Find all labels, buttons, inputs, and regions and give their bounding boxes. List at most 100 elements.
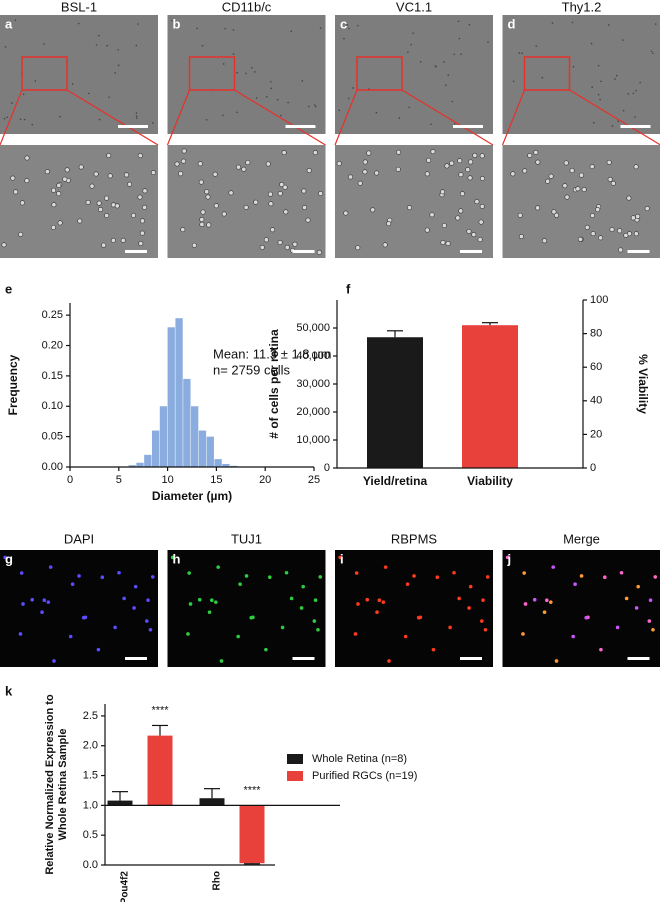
cell xyxy=(370,207,376,213)
cell xyxy=(114,203,120,209)
micrograph xyxy=(502,15,660,134)
cell xyxy=(416,615,421,620)
cell xyxy=(521,52,523,55)
cell xyxy=(64,167,70,173)
cell xyxy=(551,22,554,24)
cell xyxy=(410,43,412,46)
cell xyxy=(281,150,287,156)
legend-label: Purified RGCs (n=19) xyxy=(312,770,417,782)
cell xyxy=(447,74,450,76)
cell xyxy=(284,570,289,575)
cell xyxy=(243,204,249,210)
cell xyxy=(452,570,456,575)
cell xyxy=(551,565,555,569)
cell xyxy=(135,115,138,117)
cell xyxy=(40,610,44,615)
cell xyxy=(634,116,636,118)
cell xyxy=(219,659,224,663)
micrograph xyxy=(0,15,158,134)
cell xyxy=(265,161,271,167)
cell xyxy=(313,104,316,106)
cell xyxy=(633,231,639,237)
cell xyxy=(653,575,658,579)
cell xyxy=(457,20,460,23)
cell xyxy=(651,627,655,632)
x-tick-label: 20 xyxy=(259,474,271,486)
cell xyxy=(627,92,630,95)
cell xyxy=(6,116,8,119)
micrograph xyxy=(167,15,326,134)
cell xyxy=(59,115,61,118)
cell xyxy=(305,217,311,223)
cell xyxy=(213,203,219,209)
x-tick-label: Pou4f2 xyxy=(120,871,131,902)
cell xyxy=(124,172,130,178)
cell xyxy=(444,163,450,169)
cell xyxy=(354,571,359,575)
cell xyxy=(188,602,193,606)
cell xyxy=(654,23,657,25)
cell xyxy=(481,598,485,602)
cell xyxy=(110,237,116,243)
cell xyxy=(412,574,416,578)
cell xyxy=(199,221,205,227)
panel-title: BSL-1 xyxy=(61,0,97,14)
cell xyxy=(545,598,549,603)
cell xyxy=(403,634,408,639)
significance: **** xyxy=(151,704,169,716)
cell xyxy=(137,194,143,200)
cell xyxy=(306,168,312,174)
cell xyxy=(212,171,218,177)
cell xyxy=(48,565,53,569)
cell xyxy=(224,27,226,30)
cell xyxy=(532,597,537,602)
inset-box xyxy=(21,56,68,91)
cell xyxy=(170,555,175,560)
cell xyxy=(77,574,81,578)
cell xyxy=(254,71,256,73)
cell xyxy=(624,596,629,601)
cell xyxy=(200,209,206,215)
cell xyxy=(101,242,107,248)
y-axis-label: Relative Normalized Expression toWhole R… xyxy=(44,694,69,875)
cell xyxy=(1,242,7,248)
cell xyxy=(458,208,464,214)
cell xyxy=(180,227,186,233)
cell xyxy=(236,164,242,170)
panel-letter: j xyxy=(507,551,512,566)
cell xyxy=(214,600,218,604)
cell xyxy=(429,212,435,218)
y-tick-label: 50,000 xyxy=(296,322,330,334)
cell xyxy=(617,228,623,234)
cell xyxy=(510,171,516,177)
scale-bar xyxy=(292,657,315,660)
cell xyxy=(282,184,288,190)
panel-letter: g xyxy=(5,551,13,566)
bar xyxy=(128,465,136,467)
cell xyxy=(548,173,554,179)
cell xyxy=(21,602,25,606)
cell xyxy=(636,584,640,589)
cell xyxy=(478,219,484,225)
cell xyxy=(424,171,430,177)
cell xyxy=(277,191,283,197)
cell xyxy=(457,596,461,601)
cell xyxy=(62,176,68,182)
cell xyxy=(352,87,354,89)
cell xyxy=(577,236,583,242)
cell xyxy=(221,211,227,217)
cell xyxy=(313,598,318,602)
cell xyxy=(135,44,138,47)
cell xyxy=(301,188,307,194)
cell xyxy=(267,575,272,580)
cell xyxy=(152,122,154,124)
cell xyxy=(375,111,378,114)
cell xyxy=(142,204,148,210)
cell xyxy=(71,83,74,85)
bar xyxy=(144,454,152,467)
cell xyxy=(426,157,432,163)
cell xyxy=(139,218,145,224)
cell xyxy=(249,615,254,620)
cell xyxy=(142,188,148,194)
scale-bar xyxy=(620,125,651,128)
